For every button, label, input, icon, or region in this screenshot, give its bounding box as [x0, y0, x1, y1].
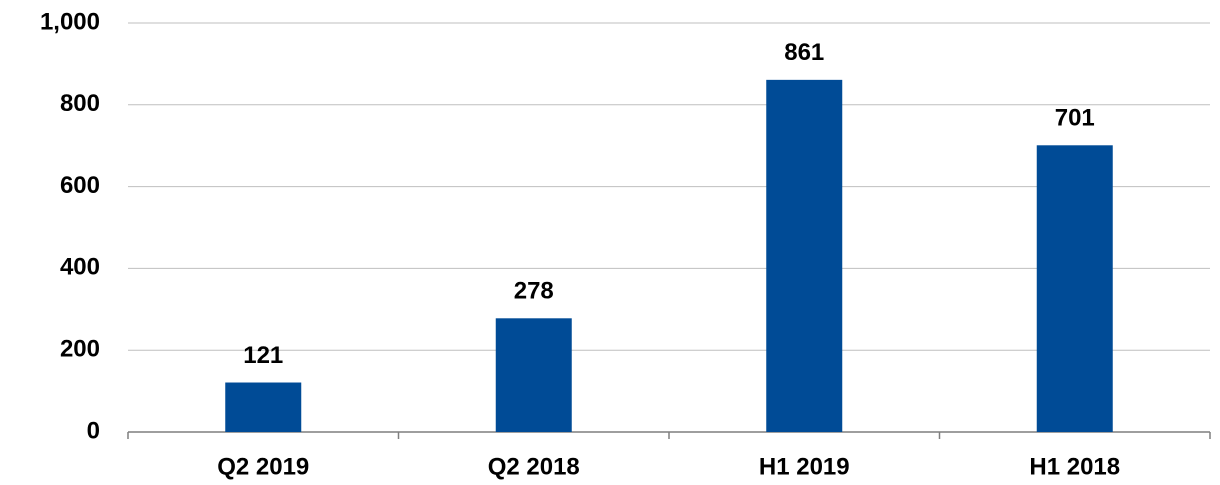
x-tick-label: Q2 2018: [488, 453, 580, 480]
bar: [495, 318, 572, 432]
y-tick-label: 200: [60, 336, 100, 363]
value-label: 121: [243, 342, 283, 369]
y-tick-label: 1,000: [40, 8, 100, 35]
y-tick-label: 600: [60, 172, 100, 199]
x-tick-label: Q2 2019: [217, 453, 309, 480]
x-tick-label: H1 2019: [759, 453, 850, 480]
bar: [766, 79, 843, 432]
y-tick-label: 800: [60, 90, 100, 117]
value-label: 278: [514, 278, 554, 305]
y-tick-label: 400: [60, 254, 100, 281]
value-label: 701: [1055, 105, 1095, 132]
y-tick-label: 0: [87, 417, 100, 444]
value-label: 861: [784, 39, 824, 66]
bar: [1036, 145, 1113, 432]
x-tick-label: H1 2018: [1029, 453, 1120, 480]
bar: [225, 382, 302, 432]
